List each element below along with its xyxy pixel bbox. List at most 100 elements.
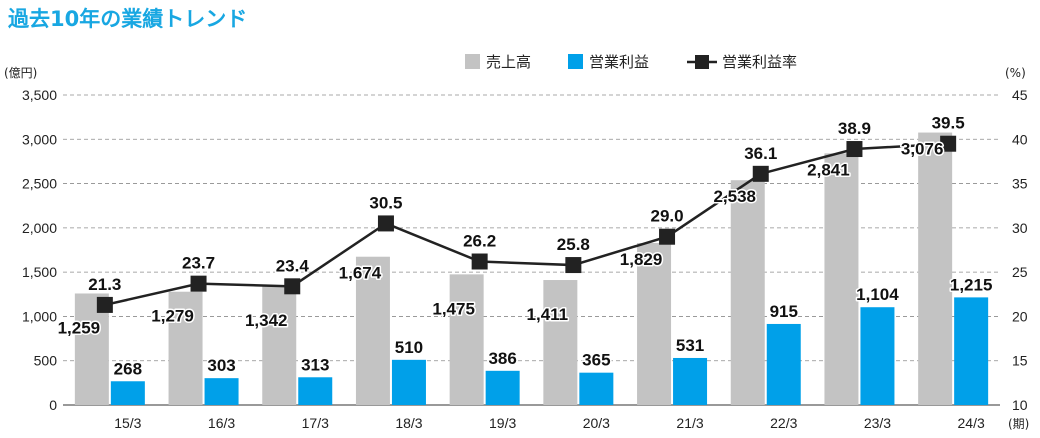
- margin-marker: [96, 296, 113, 313]
- left-axis-tick: 3,500: [22, 87, 57, 103]
- operating-profit-label: 510: [395, 338, 423, 357]
- x-axis-tick: 22/3: [770, 415, 797, 431]
- sales-bar: [730, 180, 765, 405]
- sales-bar: [543, 280, 578, 405]
- right-axis-tick: 25: [1012, 264, 1028, 280]
- operating-profit-label: 531: [676, 336, 704, 355]
- margin-marker: [659, 228, 676, 245]
- sales-bar: [824, 153, 859, 405]
- right-axis-tick: 40: [1012, 131, 1028, 147]
- sales-label: 1,259: [58, 318, 101, 337]
- sales-label: 1,342: [245, 311, 288, 330]
- sales-bar: [262, 286, 297, 405]
- data-labels: 21.3 23.7 23.4 30.5 26.2 25.8 29.0 36.1 38.9 39.5…: [56, 112, 994, 380]
- operating-profit-label: 313: [301, 355, 329, 374]
- right-axis-tick: 30: [1012, 220, 1028, 236]
- margin-marker: [471, 253, 488, 270]
- x-axis-tick: 19/3: [489, 415, 516, 431]
- left-axis-tick: 2,500: [22, 176, 57, 192]
- margin-label: 23.7: [182, 254, 215, 273]
- right-axis-unit: (%): [1005, 66, 1026, 80]
- margin-marker: [846, 141, 863, 158]
- operating-profit-bar: [860, 307, 895, 405]
- sales-label: 1,279: [151, 307, 194, 326]
- legend-label-sales: 売上高: [486, 53, 531, 71]
- sales-label: 1,475: [432, 299, 475, 318]
- operating-profit-label: 1,215: [950, 275, 993, 294]
- chart-title: 過去10年の業績トレンド: [8, 7, 247, 31]
- left-axis-tick: 500: [34, 353, 58, 369]
- margin-marker: [752, 165, 769, 182]
- operating-profit-label: 303: [207, 356, 235, 375]
- x-axis-tick: 17/3: [302, 415, 329, 431]
- margin-marker: [565, 257, 582, 274]
- x-axis-tick: 21/3: [676, 415, 703, 431]
- legend: 売上高 営業利益 営業利益率: [465, 53, 797, 71]
- operating-profit-label: 365: [582, 351, 610, 370]
- sales-bar: [918, 132, 953, 405]
- operating-profit-bar: [204, 378, 239, 405]
- margin-series: [96, 135, 957, 313]
- margin-line: [104, 142, 949, 307]
- x-axis-tick: 15/3: [114, 415, 141, 431]
- x-axis-tick: 23/3: [864, 415, 891, 431]
- operating-profit-bar: [110, 381, 145, 405]
- right-axis-tick: 45: [1012, 87, 1028, 103]
- operating-profit-label: 1,104: [856, 285, 899, 304]
- left-axis-tick: 2,000: [22, 220, 57, 236]
- sales-bar: [449, 274, 484, 405]
- x-axis-tick: 18/3: [395, 415, 422, 431]
- legend-marker-margin: [695, 55, 709, 69]
- x-axis-tick: 16/3: [208, 415, 235, 431]
- left-axis: (億円) 0 500 1,000 1,500 2,000 2,500 3,000 3,500: [4, 66, 57, 413]
- margin-marker: [190, 275, 207, 292]
- operating-profit-label: 915: [770, 302, 798, 321]
- left-axis-tick: 0: [49, 397, 57, 413]
- sales-label: 2,538: [713, 187, 756, 206]
- margin-label: 21.3: [88, 275, 121, 294]
- left-axis-tick: 1,000: [22, 308, 57, 324]
- sales-bar: [355, 256, 390, 405]
- margin-marker: [940, 135, 957, 152]
- x-axis-tick: 24/3: [958, 415, 985, 431]
- margin-label: 26.2: [463, 232, 496, 251]
- operating-profit-label: 386: [488, 349, 516, 368]
- legend-label-margin: 営業利益率: [722, 53, 797, 71]
- sales-label: 1,674: [339, 264, 382, 283]
- right-axis: (%) 10 15 20 25 30 35 40 45: [1005, 66, 1028, 413]
- x-axis: (期) 15/3 16/3 17/3 18/3 19/3 20/3 21/3 22/3 23/3…: [114, 415, 1029, 431]
- margin-label: 23.4: [276, 256, 310, 275]
- legend-swatch-operating-profit: [568, 54, 583, 69]
- sales-bar: [168, 291, 203, 405]
- x-axis-tick: 20/3: [583, 415, 610, 431]
- margin-label: 39.5: [932, 114, 965, 133]
- operating-profit-bar: [766, 323, 801, 405]
- sales-label: 1,411: [527, 305, 569, 324]
- margin-label: 30.5: [369, 193, 402, 212]
- legend-swatch-sales: [465, 54, 480, 69]
- legend-label-operating-profit: 営業利益: [589, 53, 649, 71]
- margin-label: 25.8: [557, 235, 590, 254]
- margin-label: 29.0: [651, 207, 684, 226]
- sales-bar: [637, 243, 672, 405]
- operating-profit-bar: [391, 359, 426, 405]
- sales-label: 3,076: [901, 140, 944, 159]
- right-axis-tick: 20: [1012, 308, 1028, 324]
- margin-marker: [284, 278, 301, 295]
- operating-profit-bar: [954, 297, 989, 405]
- sales-series: [74, 132, 953, 405]
- operating-profit-bar: [673, 357, 708, 405]
- left-axis-tick: 1,500: [22, 264, 57, 280]
- x-axis-suffix: (期): [1008, 417, 1029, 431]
- margin-label: 38.9: [838, 119, 871, 138]
- right-axis-tick: 10: [1012, 397, 1028, 413]
- margin-marker: [377, 215, 394, 232]
- sales-label: 2,841: [807, 160, 850, 179]
- operating-profit-label: 268: [114, 359, 142, 378]
- operating-profit-series: [110, 297, 989, 405]
- left-axis-unit: (億円): [4, 66, 37, 80]
- right-axis-tick: 15: [1012, 353, 1028, 369]
- operating-profit-bar: [298, 377, 333, 405]
- left-axis-tick: 3,000: [22, 131, 57, 147]
